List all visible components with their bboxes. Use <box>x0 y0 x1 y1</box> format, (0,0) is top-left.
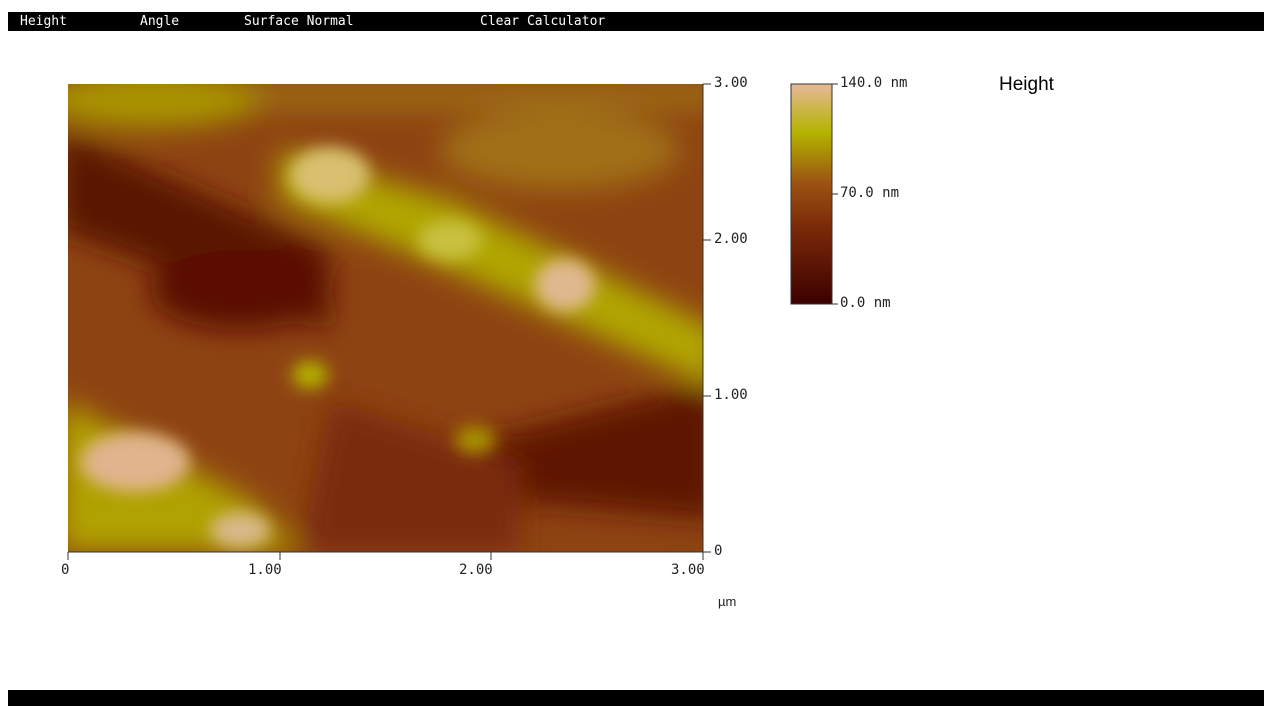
colorbar <box>790 83 833 305</box>
image-title: Height <box>999 74 1054 95</box>
menu-clear-calculator[interactable]: Clear Calculator <box>480 14 606 29</box>
x-tick-label: 1.00 <box>248 562 282 578</box>
x-axis <box>67 551 704 560</box>
colorbar-max-label: 140.0 nm <box>840 75 908 91</box>
y-tick-label: 0 <box>714 543 723 559</box>
y-axis <box>702 83 711 553</box>
colorbar-mid-label: 70.0 nm <box>840 185 900 201</box>
status-bar <box>8 690 1264 706</box>
x-tick-label: 2.00 <box>459 562 493 578</box>
menu-angle[interactable]: Angle <box>140 14 180 29</box>
x-tick-label: 0 <box>61 562 70 578</box>
x-tick-label: 3.00 <box>671 562 705 578</box>
menu-surface-normal[interactable]: Surface Normal <box>244 14 354 29</box>
y-tick-label: 1.00 <box>714 387 748 403</box>
colorbar-ticks <box>832 83 838 305</box>
colorbar-min-label: 0.0 nm <box>840 295 891 311</box>
y-tick-label: 3.00 <box>714 75 748 91</box>
height-map[interactable] <box>40 72 720 552</box>
menu-bar: Height Angle Surface Normal Clear Calcul… <box>8 12 1264 31</box>
y-tick-label: 2.00 <box>714 231 748 247</box>
menu-height[interactable]: Height <box>20 14 67 29</box>
x-axis-unit: µm <box>718 594 737 609</box>
